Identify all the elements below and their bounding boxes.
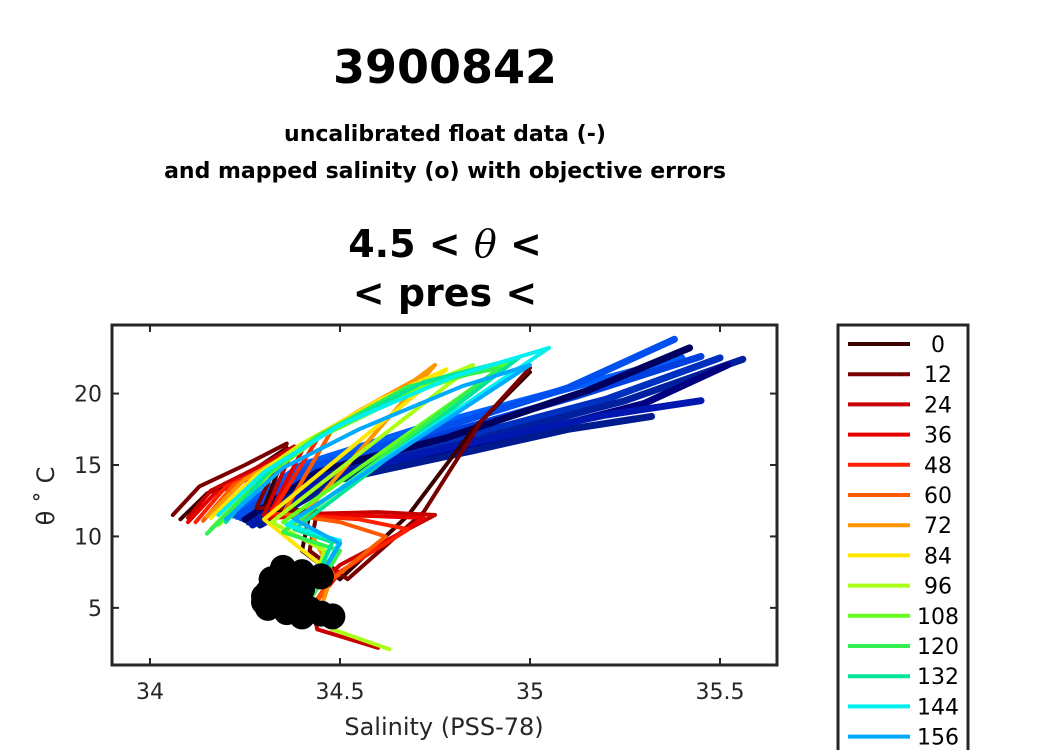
profile-line-9: [256, 412, 656, 529]
legend-label-84: 84: [924, 544, 952, 569]
legend-label-12: 12: [924, 363, 952, 388]
legend-label-60: 60: [924, 484, 952, 509]
x-tick-label: 35.5: [696, 680, 745, 705]
axes: 34 34.5 35 35.5 5 10 15 20: [74, 323, 779, 705]
plot-title-right: <: [496, 222, 542, 266]
legend-label-156: 156: [917, 726, 959, 750]
legend-label-48: 48: [924, 454, 952, 479]
legend-label-0: 0: [931, 333, 945, 358]
legend-label-96: 96: [924, 575, 952, 600]
legend: 0 12 24 36 48 60 72 84 96 108 120 132 144 156: [836, 323, 970, 750]
legend-label-132: 132: [917, 665, 959, 690]
x-tick-label: 34: [136, 680, 164, 705]
y-tick-label: 15: [74, 454, 102, 479]
y-tick-label: 20: [74, 383, 102, 408]
profile-line-8: [249, 397, 705, 529]
plot-title-line1: 4.5 < θ <: [0, 222, 890, 266]
series-line-156: [224, 363, 532, 596]
plot-title-line2: < pres <: [352, 271, 538, 315]
theta-symbol: θ: [473, 222, 497, 266]
legend-label-72: 72: [924, 514, 952, 539]
plot-title-left: 4.5 <: [348, 222, 474, 266]
x-tick-label: 35: [516, 680, 544, 705]
legend-label-120: 120: [917, 635, 959, 660]
x-tick-label: 34.5: [316, 680, 365, 705]
mapped-salinity-point-20: [319, 603, 346, 630]
series-line-84: [208, 367, 449, 567]
figure-title: 3900842: [332, 40, 558, 94]
figure-subtitle-line1: uncalibrated float data (-): [284, 122, 606, 147]
x-axis-label: Salinity (PSS-78): [344, 713, 543, 741]
legend-label-108: 108: [917, 605, 959, 630]
y-axis-label: θ ˚ C: [32, 467, 60, 526]
axes-frame: [110, 323, 779, 667]
legend-label-36: 36: [924, 424, 952, 449]
mapped-salinity-point-19: [289, 603, 315, 630]
plot-area: [170, 335, 747, 652]
y-tick-label: 10: [74, 525, 102, 550]
figure-subtitle-line2: and mapped salinity (o) with objective e…: [164, 159, 726, 184]
legend-label-144: 144: [917, 695, 959, 720]
y-tick-label: 5: [88, 597, 102, 622]
mapped-salinity-point-3: [308, 563, 334, 590]
legend-box: [836, 323, 970, 750]
profile-line-6: [241, 344, 694, 523]
legend-label-24: 24: [924, 393, 952, 418]
